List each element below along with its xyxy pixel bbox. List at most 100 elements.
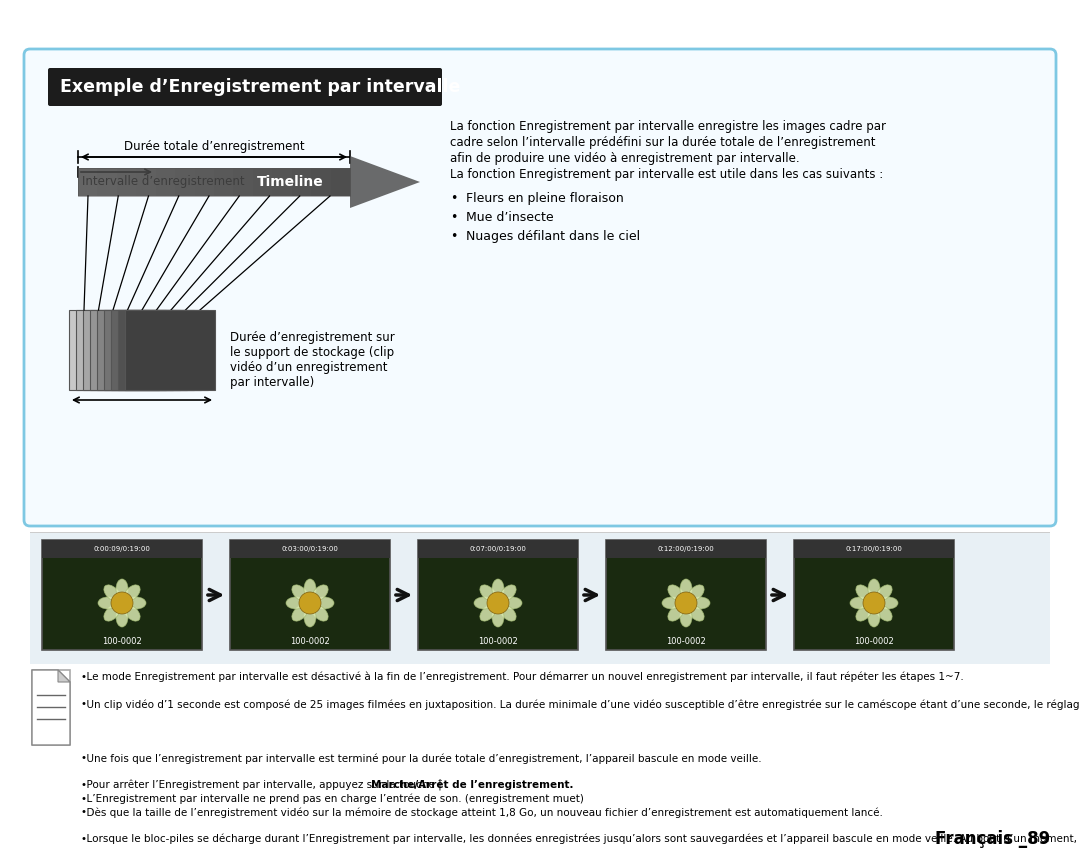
Text: •: • bbox=[80, 753, 86, 763]
Text: Français _89: Français _89 bbox=[935, 830, 1050, 848]
Text: 0:17:00/0:19:00: 0:17:00/0:19:00 bbox=[846, 546, 903, 552]
Text: Intervalle d’enregistrement: Intervalle d’enregistrement bbox=[82, 175, 245, 188]
Text: •: • bbox=[450, 230, 457, 243]
Bar bbox=[156, 168, 176, 196]
Ellipse shape bbox=[500, 604, 516, 621]
Text: •: • bbox=[80, 834, 86, 844]
Bar bbox=[330, 168, 351, 196]
Text: Une fois que l’enregistrement par intervalle est terminé pour la durée totale d’: Une fois que l’enregistrement par interv… bbox=[80, 753, 761, 764]
Text: La fonction Enregistrement par intervalle est utile dans les cas suivants :: La fonction Enregistrement par intervall… bbox=[450, 168, 883, 181]
Polygon shape bbox=[78, 156, 420, 208]
Bar bbox=[78, 168, 98, 196]
Ellipse shape bbox=[492, 579, 504, 599]
Ellipse shape bbox=[876, 604, 892, 621]
Text: Timeline: Timeline bbox=[257, 175, 323, 189]
Text: •: • bbox=[450, 211, 457, 224]
Ellipse shape bbox=[303, 607, 316, 627]
Text: •: • bbox=[80, 793, 86, 804]
Bar bbox=[118, 310, 208, 390]
Bar bbox=[311, 168, 332, 196]
Ellipse shape bbox=[868, 579, 880, 599]
Ellipse shape bbox=[675, 592, 697, 614]
Text: Le mode Enregistrement par intervalle est désactivé à la fin de l’enregistrement: Le mode Enregistrement par intervalle es… bbox=[80, 672, 963, 682]
Ellipse shape bbox=[104, 585, 120, 601]
Bar bbox=[794, 540, 954, 558]
Ellipse shape bbox=[680, 607, 692, 627]
Bar bbox=[97, 310, 187, 390]
Ellipse shape bbox=[876, 585, 892, 601]
Bar bbox=[794, 540, 954, 650]
Ellipse shape bbox=[299, 592, 321, 614]
Ellipse shape bbox=[662, 597, 681, 609]
Text: Mue d’insecte: Mue d’insecte bbox=[465, 211, 554, 224]
Ellipse shape bbox=[474, 597, 494, 609]
Bar bbox=[76, 310, 166, 390]
Text: •: • bbox=[80, 780, 86, 790]
Bar bbox=[97, 168, 118, 196]
Ellipse shape bbox=[863, 592, 885, 614]
Ellipse shape bbox=[667, 585, 685, 601]
Bar bbox=[30, 532, 1050, 664]
Text: 100-0002: 100-0002 bbox=[291, 637, 329, 647]
Ellipse shape bbox=[286, 597, 306, 609]
Ellipse shape bbox=[868, 607, 880, 627]
Text: •: • bbox=[450, 192, 457, 205]
Text: 0:12:00/0:19:00: 0:12:00/0:19:00 bbox=[658, 546, 714, 552]
Ellipse shape bbox=[680, 579, 692, 599]
Ellipse shape bbox=[502, 597, 522, 609]
Ellipse shape bbox=[292, 604, 309, 621]
Ellipse shape bbox=[292, 585, 309, 601]
Ellipse shape bbox=[98, 597, 118, 609]
Text: Fleurs en pleine floraison: Fleurs en pleine floraison bbox=[465, 192, 624, 205]
Text: Dès que la taille de l’enregistrement vidéo sur la mémoire de stockage atteint 1: Dès que la taille de l’enregistrement vi… bbox=[80, 807, 882, 818]
Bar bbox=[30, 532, 1050, 533]
Bar bbox=[32, 670, 70, 745]
Bar bbox=[83, 310, 173, 390]
Bar bbox=[418, 540, 578, 558]
Ellipse shape bbox=[688, 585, 704, 601]
Ellipse shape bbox=[104, 604, 120, 621]
Text: La fonction Enregistrement par intervalle enregistre les images cadre par: La fonction Enregistrement par intervall… bbox=[450, 120, 886, 133]
Bar bbox=[69, 310, 159, 390]
Bar bbox=[292, 168, 312, 196]
Ellipse shape bbox=[123, 585, 140, 601]
Ellipse shape bbox=[667, 604, 685, 621]
Text: Durée totale d’enregistrement: Durée totale d’enregistrement bbox=[124, 140, 305, 153]
Bar bbox=[111, 310, 201, 390]
Polygon shape bbox=[58, 670, 70, 682]
Ellipse shape bbox=[123, 604, 140, 621]
Bar bbox=[272, 168, 293, 196]
Bar bbox=[253, 168, 273, 196]
Text: Nuages défilant dans le ciel: Nuages défilant dans le ciel bbox=[465, 230, 640, 243]
Ellipse shape bbox=[312, 585, 328, 601]
Bar bbox=[136, 168, 157, 196]
Bar bbox=[42, 540, 202, 650]
Text: Lorsque le bloc-piles se décharge durant l’Enregistrement par intervalle, les do: Lorsque le bloc-piles se décharge durant… bbox=[80, 834, 1080, 844]
Ellipse shape bbox=[690, 597, 710, 609]
Text: •: • bbox=[80, 672, 86, 682]
Text: 0:07:00/0:19:00: 0:07:00/0:19:00 bbox=[470, 546, 526, 552]
Text: cadre selon l’intervalle prédéfini sur la durée totale de l’enregistrement: cadre selon l’intervalle prédéfini sur l… bbox=[450, 136, 876, 149]
Bar bbox=[117, 168, 137, 196]
Text: Pour arrêter l’Enregistrement par intervalle, appuyez sur la touche |: Pour arrêter l’Enregistrement par interv… bbox=[80, 780, 442, 791]
Bar bbox=[214, 168, 234, 196]
Text: 100-0002: 100-0002 bbox=[666, 637, 706, 647]
Text: •: • bbox=[80, 699, 86, 709]
Ellipse shape bbox=[492, 607, 504, 627]
Ellipse shape bbox=[850, 597, 870, 609]
Text: 100-0002: 100-0002 bbox=[854, 637, 894, 647]
Ellipse shape bbox=[480, 585, 497, 601]
Bar bbox=[175, 168, 195, 196]
Bar bbox=[194, 168, 215, 196]
Ellipse shape bbox=[312, 604, 328, 621]
Ellipse shape bbox=[878, 597, 897, 609]
Text: Durée d’enregistrement sur
le support de stockage (clip
vidéo d’un enregistremen: Durée d’enregistrement sur le support de… bbox=[230, 331, 395, 389]
Ellipse shape bbox=[688, 604, 704, 621]
Text: 100-0002: 100-0002 bbox=[478, 637, 518, 647]
Ellipse shape bbox=[855, 585, 873, 601]
Text: 0:03:00/0:19:00: 0:03:00/0:19:00 bbox=[282, 546, 338, 552]
Bar bbox=[230, 540, 390, 650]
Bar bbox=[125, 310, 215, 390]
Text: afin de produire une vidéo à enregistrement par intervalle.: afin de produire une vidéo à enregistrem… bbox=[450, 152, 799, 165]
Ellipse shape bbox=[126, 597, 146, 609]
